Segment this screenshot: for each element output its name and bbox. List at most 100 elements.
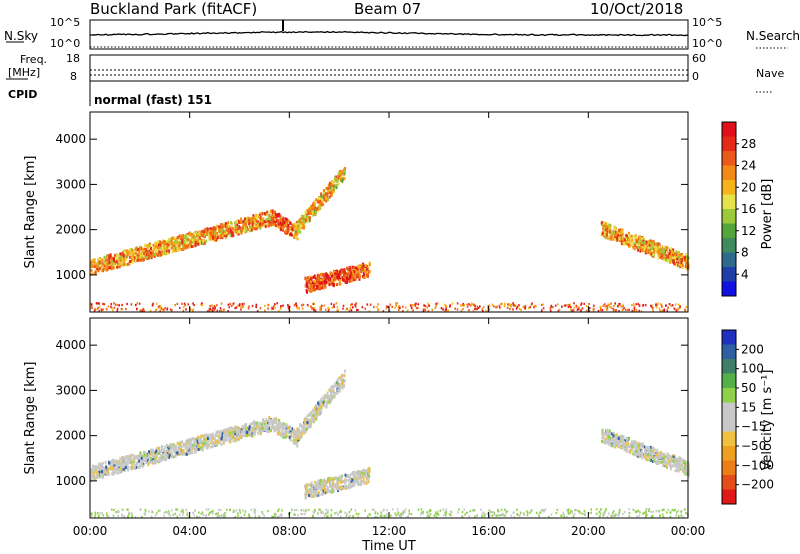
echo-cell bbox=[231, 429, 234, 433]
scatter-cell bbox=[518, 304, 520, 307]
scatter-cell bbox=[381, 513, 383, 516]
echo-cell bbox=[312, 275, 315, 279]
echo-cell bbox=[664, 257, 667, 261]
echo-cell bbox=[300, 224, 303, 228]
echo-cell bbox=[143, 453, 146, 457]
echo-cell bbox=[195, 449, 198, 453]
scatter-cell bbox=[618, 303, 621, 306]
scatter-cell bbox=[254, 512, 256, 515]
scatter-cell bbox=[514, 304, 517, 307]
echo-cell bbox=[176, 451, 179, 455]
scatter-cell bbox=[376, 512, 379, 515]
echo-cell bbox=[137, 247, 139, 251]
scatter-cell bbox=[417, 303, 420, 306]
echo-cell bbox=[652, 244, 655, 248]
echo-cell bbox=[92, 264, 94, 268]
echo-cell bbox=[125, 263, 128, 267]
scatter-cell bbox=[127, 508, 129, 511]
echo-cell bbox=[252, 428, 254, 432]
scatter-cell bbox=[569, 303, 571, 306]
echo-cell bbox=[166, 449, 169, 452]
scatter-cell bbox=[185, 509, 187, 512]
echo-cell bbox=[342, 268, 345, 272]
echo-cell bbox=[239, 435, 242, 439]
scatter-cell bbox=[261, 512, 264, 515]
echo-cell bbox=[670, 253, 673, 257]
echo-cell bbox=[302, 218, 304, 222]
echo-cell bbox=[341, 171, 344, 175]
echo-cell bbox=[359, 478, 362, 482]
echo-cell bbox=[322, 203, 325, 206]
echo-cell bbox=[262, 420, 265, 424]
echo-cell bbox=[116, 460, 119, 464]
echo-cell bbox=[323, 197, 326, 201]
scatter-cell bbox=[614, 302, 616, 305]
echo-cell bbox=[161, 244, 164, 248]
scatter-cell bbox=[368, 310, 371, 313]
echo-cell bbox=[235, 219, 238, 223]
scatter-cell bbox=[102, 308, 104, 311]
echo-cell bbox=[174, 451, 177, 455]
echo-cell bbox=[307, 419, 310, 423]
echo-cell bbox=[631, 235, 634, 239]
echo-cell bbox=[353, 270, 356, 274]
echo-cell bbox=[676, 251, 679, 255]
echo-cell bbox=[138, 258, 141, 262]
scatter-cell bbox=[617, 305, 619, 308]
scatter-cell bbox=[154, 309, 157, 312]
scatter-cell bbox=[444, 303, 446, 306]
scatter-cell bbox=[445, 305, 448, 308]
scatter-cell bbox=[296, 306, 298, 310]
echo-cell bbox=[300, 434, 303, 438]
echo-cell bbox=[135, 465, 138, 469]
scatter-cell bbox=[212, 307, 214, 310]
echo-cell bbox=[204, 442, 206, 446]
echo-cell bbox=[295, 435, 298, 439]
scatter-cell bbox=[312, 510, 315, 514]
echo-cell bbox=[118, 263, 121, 267]
echo-cell bbox=[310, 212, 313, 215]
echo-cell bbox=[231, 426, 234, 430]
echo-cell bbox=[336, 276, 339, 280]
scatter-cell bbox=[264, 304, 266, 307]
echo-cell bbox=[253, 421, 256, 425]
scatter-cell bbox=[493, 512, 496, 515]
echo-cell bbox=[317, 491, 320, 495]
echo-cell bbox=[336, 179, 339, 183]
scatter-cell bbox=[169, 514, 172, 517]
echo-cell bbox=[178, 243, 181, 247]
echo-cell bbox=[224, 429, 227, 433]
echo-cell bbox=[646, 243, 649, 247]
scatter-cell bbox=[668, 303, 671, 306]
echo-cell bbox=[338, 270, 341, 274]
echo-cell bbox=[364, 275, 367, 279]
scatter-cell bbox=[325, 508, 327, 511]
echo-cell bbox=[268, 215, 271, 219]
echo-cell bbox=[269, 221, 272, 225]
scatter-cell bbox=[240, 305, 242, 308]
scatter-cell bbox=[192, 308, 195, 311]
echo-cell bbox=[639, 241, 642, 245]
scatter-cell bbox=[349, 307, 352, 310]
echo-cell bbox=[98, 470, 101, 474]
echo-cell bbox=[278, 422, 281, 426]
echo-cell bbox=[197, 239, 200, 243]
echo-cell bbox=[126, 461, 129, 465]
echo-cell bbox=[201, 230, 204, 233]
echo-cell bbox=[114, 466, 116, 470]
echo-cell bbox=[126, 249, 129, 253]
echo-cell bbox=[270, 223, 273, 227]
echo-cell bbox=[123, 463, 125, 467]
scatter-cell bbox=[658, 307, 661, 310]
scatter-cell bbox=[352, 514, 355, 517]
scatter-cell bbox=[530, 303, 533, 306]
echo-cell bbox=[325, 488, 328, 492]
echo-cell bbox=[344, 271, 347, 275]
echo-cell bbox=[259, 220, 262, 223]
echo-cell bbox=[228, 426, 231, 430]
echo-cell bbox=[308, 277, 310, 281]
echo-cell bbox=[260, 223, 263, 226]
echo-cell bbox=[244, 220, 247, 224]
scatter-cell bbox=[429, 509, 432, 512]
scatter-cell bbox=[578, 509, 580, 513]
